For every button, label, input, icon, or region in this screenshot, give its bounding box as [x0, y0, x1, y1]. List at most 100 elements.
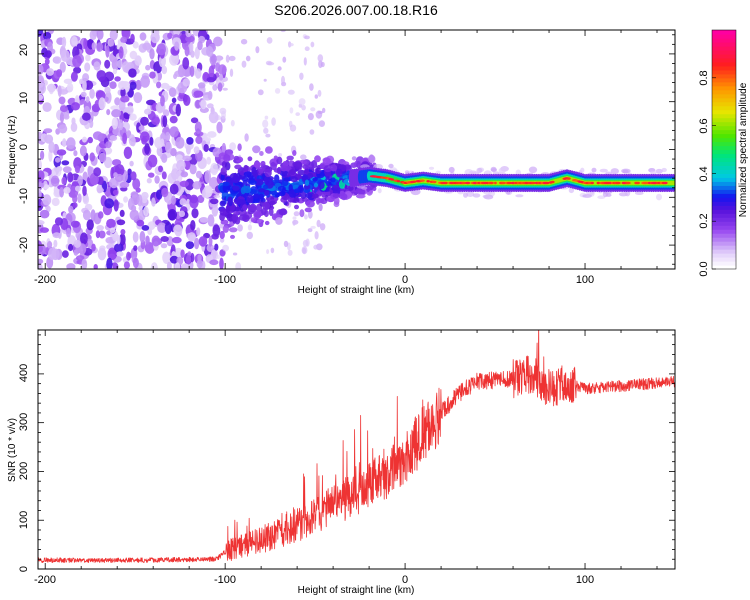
spectrogram-cell [366, 184, 371, 192]
spectrogram-cell [139, 32, 147, 41]
spectrogram-cell [70, 220, 80, 228]
spectrogram-cell [243, 185, 252, 194]
spectrogram-cell [237, 224, 243, 232]
spectrogram-xtick-label-3: 100 [576, 274, 594, 286]
colorbar-swatch [712, 45, 736, 51]
spectrogram-cell [230, 119, 235, 127]
spectrogram-cell [147, 172, 155, 178]
spectrogram-cell [264, 190, 270, 196]
spectrogram-cell [319, 223, 326, 231]
spectrogram-cell [140, 116, 149, 126]
spectrogram-cell [82, 79, 87, 92]
spectrogram-cell [300, 154, 307, 160]
spectrogram-cell [599, 168, 608, 173]
spectrogram-cell [132, 178, 141, 190]
spectrogram-cell [114, 97, 121, 106]
spectrogram-cell [253, 210, 262, 220]
spectrogram-cell [199, 217, 209, 223]
spectrogram-cell [147, 221, 156, 231]
spectrogram-cell [144, 143, 151, 155]
spectrogram-cell [263, 184, 269, 190]
colorbar-swatch [712, 73, 736, 79]
spectrogram-cell [93, 61, 101, 71]
spectrogram-cell [147, 154, 158, 168]
spectrogram-cell [323, 165, 332, 173]
spectrogram-cell [176, 159, 186, 171]
colorbar-swatch [712, 109, 736, 115]
spectrogram-cell [253, 193, 260, 200]
spectrogram-cell [266, 249, 270, 255]
spectrogram-cell [120, 229, 126, 235]
spectrogram-cell [112, 68, 118, 75]
colorbar-swatch [712, 153, 736, 159]
spectrogram-cell [221, 110, 226, 120]
spectrogram-cell [87, 136, 93, 144]
spectrogram-cell [610, 168, 619, 175]
spectrogram-cell [661, 167, 667, 173]
spectrogram-cell [332, 193, 341, 199]
spectrogram-cell [140, 75, 151, 88]
spectrogram-cell [189, 164, 197, 175]
spectrogram-cell [206, 156, 212, 165]
spectrogram-cell [241, 60, 247, 68]
colorbar-swatch [712, 193, 736, 198]
spectrogram-cell [310, 41, 315, 48]
spectrogram-cell [185, 30, 192, 38]
spectrogram-cell [133, 92, 143, 104]
spectrogram-cell [302, 164, 309, 169]
spectrogram-cell [95, 230, 100, 239]
spectrogram-cell [263, 127, 269, 134]
spectrogram-cell [210, 162, 219, 176]
spectrogram-cell [116, 234, 121, 245]
colorbar-swatch [712, 181, 736, 186]
spectrogram-cell [356, 161, 361, 169]
spectrogram-cell [81, 258, 88, 269]
spectrogram-cell [258, 188, 266, 193]
spectrogram-cell [492, 171, 500, 175]
spectrogram-cell [276, 156, 283, 165]
spectrogram-cell [129, 113, 137, 121]
spectrogram-cell [114, 76, 121, 82]
spectrogram-cell [615, 181, 621, 185]
spectrogram-cell [233, 155, 240, 161]
spectrogram-cell [282, 56, 287, 63]
spectrogram-cell [189, 194, 198, 204]
spectrogram-cell [551, 180, 555, 184]
spectrogram-cell [213, 194, 221, 198]
spectrogram-cell [144, 108, 152, 115]
spectrogram-cell [368, 154, 376, 164]
spectrogram-cell [161, 187, 169, 198]
spectrogram-cell [136, 122, 141, 133]
spectrogram-cell [189, 234, 196, 240]
spectrogram-cell [106, 109, 111, 116]
colorbar-swatch [712, 253, 736, 258]
spectrogram-cell [73, 150, 78, 157]
colorbar-tick-label-1: 0.2 [698, 213, 710, 228]
spectrogram-cell [130, 171, 137, 181]
colorbar-swatch [712, 261, 736, 266]
spectrogram-cell [309, 83, 314, 91]
spectrogram-xtick-label-2: 0 [402, 274, 408, 286]
colorbar-tick-label-4: 0.8 [698, 70, 710, 85]
spectrogram-cell [170, 148, 177, 157]
spectrogram-cell [227, 196, 233, 204]
spectrogram-cell [293, 188, 301, 194]
spectrogram-cell [292, 162, 298, 167]
spectrogram-cell [109, 30, 118, 41]
spectrogram-cell [46, 68, 55, 76]
spectrogram-cell [171, 97, 177, 104]
spectrogram-cell [312, 177, 318, 182]
spectrogram-cell [193, 237, 200, 250]
spectrogram-cell [304, 183, 311, 190]
spectrogram-cell [98, 97, 106, 110]
spectrogram-cell [66, 82, 74, 93]
spectrogram-cell [82, 185, 87, 197]
spectrogram-cell [203, 144, 209, 152]
spectrogram-cell [68, 243, 74, 252]
spectrogram-cell [42, 194, 52, 206]
spectrogram-cell [515, 194, 524, 198]
spectrogram-cell [182, 57, 190, 70]
snr-background [38, 330, 675, 569]
spectrogram-cell [290, 176, 298, 183]
colorbar-swatch [712, 257, 736, 262]
